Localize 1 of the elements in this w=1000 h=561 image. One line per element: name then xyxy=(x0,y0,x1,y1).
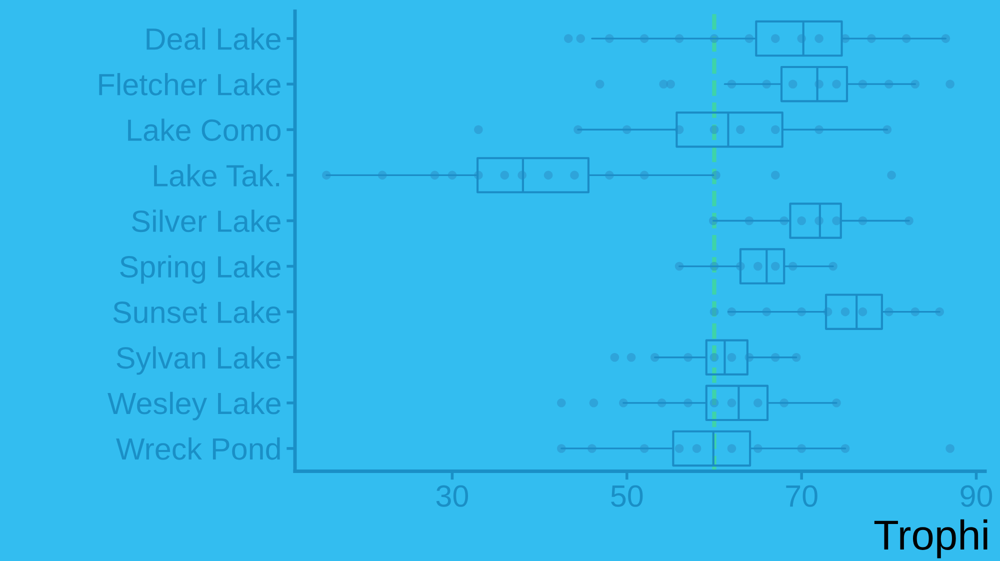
text: Trophi xyxy=(874,519,988,558)
